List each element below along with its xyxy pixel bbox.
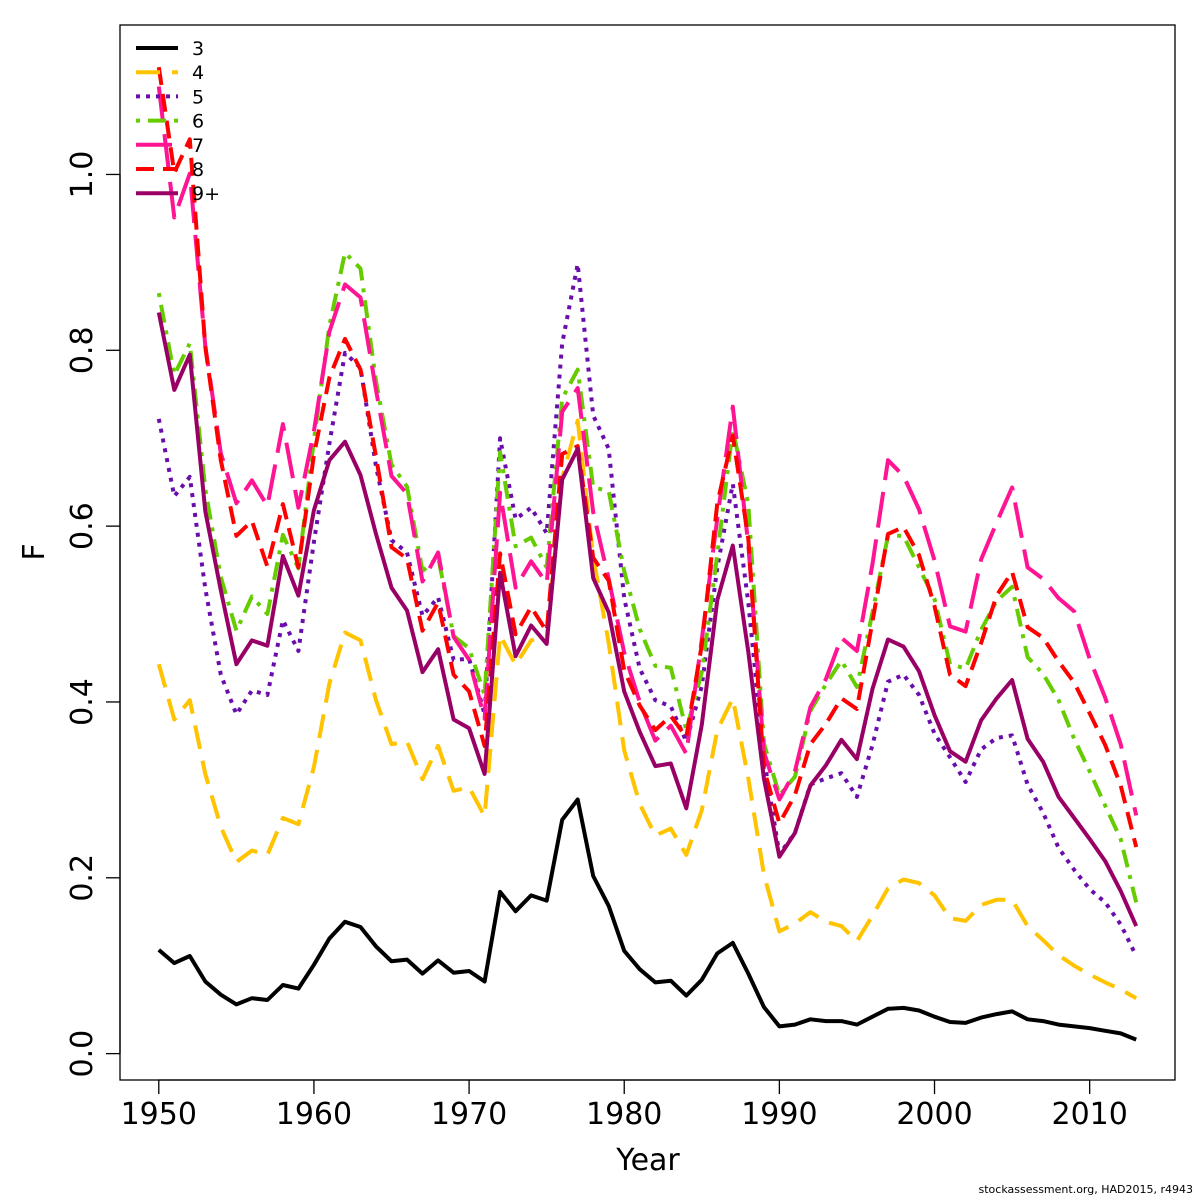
legend-label: 6 [192, 111, 204, 133]
y-axis-label: F [17, 543, 52, 560]
legend-item: 3 [136, 38, 204, 60]
x-tick-label: 1950 [121, 1097, 197, 1132]
series-line-8 [156, 66, 1139, 848]
x-tick-label: 1960 [276, 1097, 352, 1132]
x-tick-label: 2000 [896, 1097, 972, 1132]
legend-item: 9+ [136, 183, 220, 205]
legend-item: 5 [136, 86, 204, 108]
legend-label: 9+ [192, 183, 220, 205]
y-tick-label: 0.2 [65, 854, 100, 902]
y-tick-label: 0.0 [65, 1030, 100, 1078]
x-tick-label: 1980 [586, 1097, 662, 1132]
x-axis-label: Year [615, 1143, 680, 1178]
series-line-5 [156, 262, 1138, 957]
legend-label: 3 [192, 38, 204, 60]
legend-label: 8 [192, 159, 204, 181]
y-tick-label: 1.0 [65, 151, 100, 199]
legend-label: 4 [192, 62, 204, 84]
x-tick-label: 1970 [431, 1097, 507, 1132]
legend-item: 7 [136, 135, 204, 157]
series-line-7 [156, 86, 1139, 816]
legend-item: 8 [136, 159, 204, 181]
series-line-4 [156, 418, 1138, 1000]
series-line-9plus [156, 312, 1139, 927]
series-lines [156, 66, 1139, 1042]
legend-label: 5 [192, 86, 204, 108]
x-axis: 1950 1960 1970 1980 1990 2000 2010 [121, 1079, 1128, 1132]
y-tick-label: 0.8 [65, 326, 100, 374]
series-line-3 [157, 797, 1137, 1042]
legend-item: 4 [136, 62, 204, 84]
y-tick-label: 0.4 [65, 678, 100, 726]
legend-label: 7 [192, 135, 204, 157]
y-axis: 0.0 0.2 0.4 0.6 0.8 1.0 [65, 151, 121, 1078]
y-tick-label: 0.6 [65, 502, 100, 550]
x-tick-label: 2010 [1051, 1097, 1127, 1132]
legend-item: 6 [136, 111, 204, 133]
x-tick-label: 1990 [741, 1097, 817, 1132]
credit-text: stockassessment.org, HAD2015, r4943 [979, 1183, 1194, 1196]
